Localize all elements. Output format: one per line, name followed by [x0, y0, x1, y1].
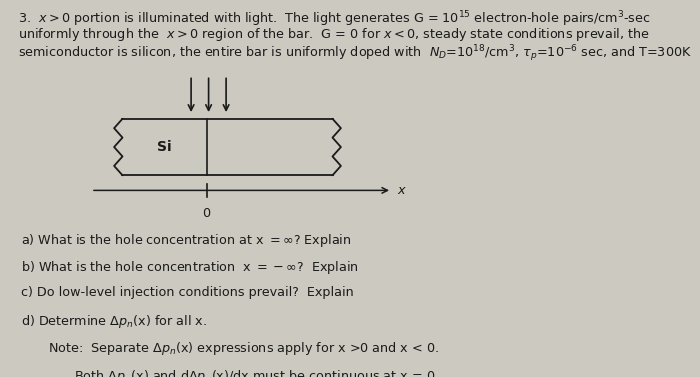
Text: b) What is the hole concentration  x $= -\infty$?  Explain: b) What is the hole concentration x $= -…: [21, 259, 358, 276]
Text: Si: Si: [158, 140, 172, 154]
Text: uniformly through the  $x > 0$ region of the bar.  G = 0 for $x < 0$, steady sta: uniformly through the $x > 0$ region of …: [18, 26, 650, 43]
Text: Note:  Separate $\Delta p_n$(x) expressions apply for x >0 and x < 0.: Note: Separate $\Delta p_n$(x) expressio…: [48, 340, 439, 357]
Text: 3.  $x > 0$ portion is illuminated with light.  The light generates G = $10^{15}: 3. $x > 0$ portion is illuminated with l…: [18, 9, 650, 29]
Text: c) Do low-level injection conditions prevail?  Explain: c) Do low-level injection conditions pre…: [21, 286, 354, 299]
Text: d) Determine $\Delta p_n$(x) for all x.: d) Determine $\Delta p_n$(x) for all x.: [21, 313, 207, 330]
Text: a) What is the hole concentration at x $= \infty$? Explain: a) What is the hole concentration at x $…: [21, 232, 351, 249]
Text: semiconductor is silicon, the entire bar is uniformly doped with  $N_D$=$10^{18}: semiconductor is silicon, the entire bar…: [18, 43, 692, 64]
Text: Both $\Delta p_n$(x) and d$\Delta p_n$(x)/dx must be continuous at x = 0.: Both $\Delta p_n$(x) and d$\Delta p_n$(x…: [74, 368, 439, 377]
Text: 0: 0: [202, 207, 211, 220]
Text: x: x: [398, 184, 405, 197]
